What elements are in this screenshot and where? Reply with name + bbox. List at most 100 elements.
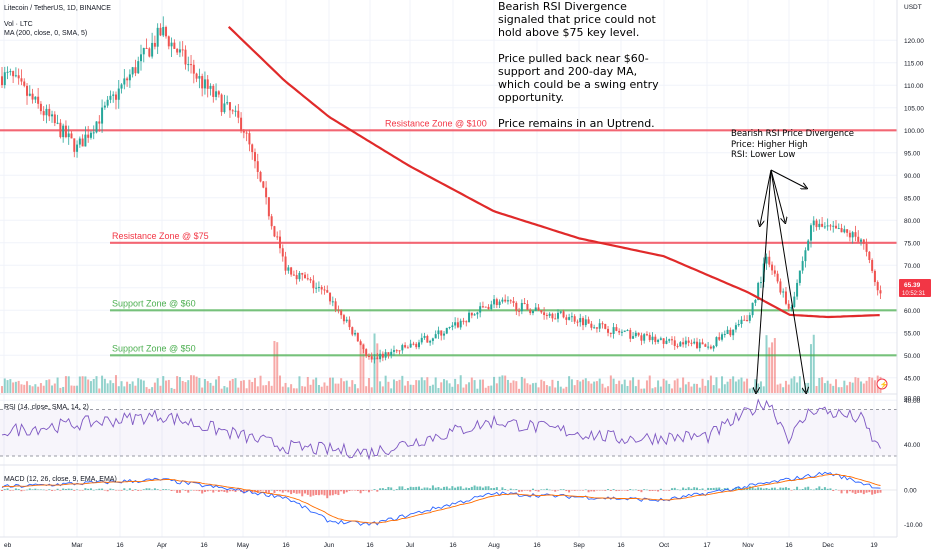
- macd-hist-bar: [531, 488, 534, 490]
- rsi-pane[interactable]: RSI (14, close, SMA, 14, 2): [0, 398, 897, 461]
- candle-body: [212, 85, 215, 97]
- candle-body: [554, 318, 557, 320]
- macd-hist-bar: [101, 488, 104, 490]
- volume-bar: [860, 381, 863, 393]
- candle-body: [262, 181, 265, 188]
- candle-body: [520, 302, 523, 312]
- price-axis[interactable]: USDT40.0045.0050.0055.0060.0065.0070.007…: [896, 0, 932, 550]
- volume-bar: [304, 386, 307, 393]
- volume-bar: [223, 386, 226, 393]
- macd-hist-bar: [167, 489, 170, 491]
- macd-hist-bar: [540, 489, 543, 490]
- volume-bar: [440, 382, 443, 393]
- volume-bar: [76, 385, 79, 393]
- price-tick-label: 95.00: [904, 150, 921, 157]
- volume-bar: [51, 385, 54, 393]
- volume-bar: [757, 383, 760, 393]
- macd-hist-bar: [729, 490, 732, 491]
- volume-bar: [557, 380, 559, 393]
- candle-body: [470, 312, 473, 316]
- macd-hist-bar: [857, 490, 860, 493]
- candle-body: [559, 311, 562, 313]
- candle-body: [98, 121, 101, 124]
- macd-hist-bar: [1, 490, 3, 491]
- macd-hist-bar: [48, 489, 51, 490]
- volume-bar: [131, 381, 134, 393]
- note-paragraph-2: Price pulled back near $60-support and 2…: [498, 52, 659, 104]
- volume-bar: [295, 388, 298, 393]
- candle-body: [654, 336, 657, 342]
- ma-label[interactable]: MA (200, close, 0, SMA, 5): [4, 30, 88, 37]
- macd-hist-bar: [682, 487, 685, 490]
- volume-bar: [140, 379, 142, 393]
- macd-hist-bar: [329, 490, 332, 496]
- time-axis[interactable]: eb Mar 16 Apr 16 May 16 Jun 16 Jul 16 Aug 16 Sep 16 Oct…: [4, 542, 878, 549]
- macd-hist-bar: [418, 486, 420, 490]
- macd-hist-bar: [462, 488, 465, 490]
- volume-bar: [279, 375, 281, 393]
- volume-bar: [445, 380, 448, 393]
- macd-hist-bar: [228, 490, 231, 492]
- volume-bar: [434, 377, 437, 393]
- macd-hist-bar: [226, 490, 229, 493]
- macd-hist-bar: [679, 489, 682, 491]
- volume-bar: [431, 384, 434, 393]
- volume-bar: [604, 387, 607, 393]
- macd-hist-bar: [37, 489, 40, 490]
- volume-bar: [679, 387, 682, 393]
- volume-bar: [228, 380, 231, 393]
- volume-bar: [787, 384, 790, 393]
- divergence-arrows: [756, 169, 806, 392]
- volume-bar: [159, 385, 162, 393]
- macd-hist-bar: [151, 489, 154, 491]
- volume-bar: [337, 383, 340, 393]
- candle-body: [373, 357, 376, 360]
- candle-body: [334, 301, 337, 310]
- macd-hist-bar: [373, 489, 376, 490]
- candle-body: [137, 61, 140, 74]
- macd-hist-bar: [840, 490, 843, 494]
- volume-bar: [251, 381, 254, 393]
- volume-bar: [401, 375, 404, 393]
- macd-pane[interactable]: MACD (12, 26, close, 9, EMA, EMA): [0, 471, 897, 526]
- candle-body: [423, 335, 426, 338]
- macd-hist-bar: [798, 489, 801, 491]
- candle-body: [356, 332, 359, 342]
- volume-bar: [70, 385, 73, 393]
- candle-body: [632, 336, 635, 339]
- candle-body: [292, 274, 295, 276]
- candle-body: [493, 299, 496, 305]
- time-tick-label: Nov: [742, 542, 754, 549]
- candle-body: [629, 330, 632, 339]
- candle-body: [768, 256, 771, 265]
- volume-bar: [215, 379, 218, 393]
- macd-hist-bar: [487, 486, 490, 490]
- candle-body: [743, 319, 746, 321]
- volume-bar: [390, 388, 393, 393]
- candle-body: [162, 27, 165, 36]
- volume-bar: [454, 378, 457, 393]
- macd-hist-bar: [159, 490, 162, 491]
- macd-hist-bar: [279, 490, 281, 492]
- macd-hist-bar: [537, 490, 540, 492]
- volume-bar: [3, 378, 6, 393]
- candle-body: [123, 78, 126, 85]
- macd-hist-bar: [829, 488, 832, 490]
- candle-body: [9, 71, 12, 73]
- note-paragraph-1: Bearish RSI Divergence signaled that pri…: [498, 0, 656, 39]
- volume-bar: [354, 384, 357, 393]
- volume-bar: [715, 377, 718, 393]
- candle-body: [506, 300, 509, 302]
- volume-label[interactable]: Vol · LTC: [4, 21, 33, 28]
- macd-hist-bar: [409, 486, 412, 490]
- symbol-title[interactable]: Litecoin / TetherUS, 1D, BINANCE: [4, 5, 111, 12]
- macd-hist-bar: [776, 489, 779, 490]
- candle-body: [615, 327, 618, 331]
- volume-bar: [851, 382, 854, 393]
- macd-hist-bar: [59, 490, 62, 491]
- volume-bar: [259, 375, 262, 393]
- macd-hist-bar: [773, 487, 776, 490]
- candle-body: [832, 225, 835, 227]
- candle-body: [354, 332, 357, 335]
- candle-body: [798, 270, 801, 283]
